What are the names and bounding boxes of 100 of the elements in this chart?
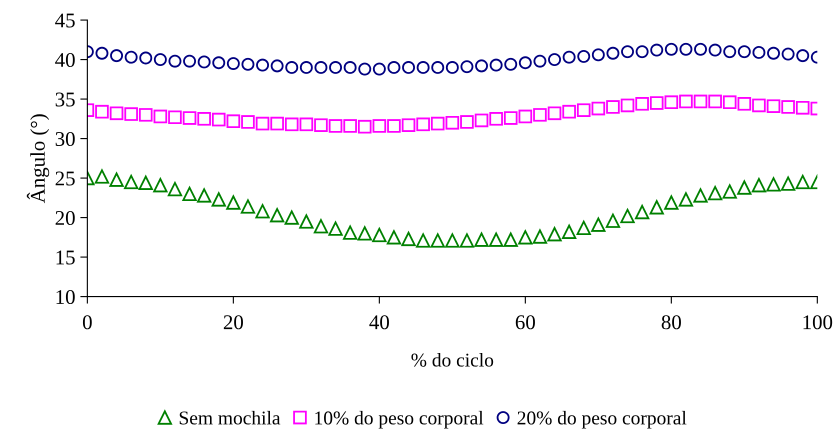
point: [606, 100, 620, 114]
point: [796, 100, 810, 115]
point: [475, 59, 488, 72]
point: [241, 115, 255, 129]
point: [182, 111, 196, 125]
point: [722, 95, 737, 110]
point: [430, 233, 445, 248]
point: [342, 225, 358, 240]
point: [693, 188, 708, 203]
point: [300, 61, 313, 74]
point: [620, 98, 634, 112]
point: [577, 50, 590, 63]
point: [402, 118, 416, 132]
point: [548, 106, 562, 120]
point: [416, 61, 430, 74]
point: [679, 94, 693, 108]
point: [650, 200, 664, 214]
point: [270, 59, 284, 72]
y-tick-label: 45: [55, 14, 75, 28]
point: [256, 58, 270, 72]
point: [226, 195, 241, 210]
point: [533, 108, 547, 122]
point: [678, 192, 694, 207]
x-tick-label: 20: [224, 315, 243, 330]
point: [358, 120, 372, 134]
point: [694, 42, 707, 56]
point: [738, 97, 752, 111]
point: [240, 199, 256, 214]
point: [708, 94, 722, 108]
point: [621, 45, 634, 58]
point: [723, 45, 736, 58]
point: [722, 184, 737, 199]
point: [153, 178, 168, 192]
legend-label: Sem mochila: [180, 410, 280, 425]
point: [606, 214, 620, 228]
point: [256, 116, 270, 130]
point: [328, 119, 342, 133]
point: [606, 46, 620, 60]
point: [766, 177, 781, 192]
y-tick-label: 15: [56, 250, 75, 265]
point: [314, 219, 328, 234]
point: [226, 114, 240, 128]
point: [285, 61, 298, 74]
point: [139, 52, 152, 64]
legend-label: 10% do peso corporal: [315, 410, 484, 428]
point: [344, 61, 357, 74]
point: [255, 204, 270, 218]
point: [591, 218, 606, 232]
point: [124, 107, 138, 121]
point: [460, 233, 474, 248]
point: [533, 54, 546, 68]
point: [372, 119, 386, 133]
point: [284, 118, 299, 132]
point: [766, 99, 780, 113]
point: [547, 227, 562, 242]
point: [490, 58, 503, 72]
point: [401, 232, 416, 246]
point: [518, 56, 532, 70]
point: [386, 230, 402, 244]
point: [314, 61, 328, 74]
point: [504, 58, 518, 71]
point: [358, 226, 372, 241]
point: [782, 48, 795, 61]
point: [708, 186, 722, 200]
point: [168, 182, 182, 196]
point: [781, 100, 795, 114]
point: [124, 174, 138, 190]
point: [562, 104, 576, 119]
point: [446, 61, 459, 74]
x-tick-label: 100: [804, 315, 832, 330]
point: [168, 54, 182, 68]
point: [138, 108, 153, 122]
point: [416, 233, 430, 248]
point: [343, 119, 357, 133]
point: [95, 104, 109, 119]
point: [664, 95, 678, 110]
point: [154, 110, 168, 124]
point: [212, 56, 226, 70]
point: [284, 210, 299, 225]
x-tick-label: 40: [369, 315, 389, 330]
point: [636, 45, 649, 58]
point: [738, 45, 751, 58]
point: [212, 192, 226, 207]
point: [650, 44, 664, 57]
point: [796, 49, 810, 62]
point: [694, 94, 708, 108]
point: [402, 61, 416, 74]
point: [198, 55, 211, 68]
y-tick-label: 40: [55, 52, 75, 68]
point: [708, 44, 722, 57]
point: [592, 48, 605, 62]
point: [299, 214, 314, 229]
point: [445, 233, 460, 248]
point: [562, 50, 576, 64]
point: [94, 169, 110, 184]
point: [460, 115, 474, 129]
point: [489, 112, 503, 126]
point: [300, 118, 314, 132]
point: [650, 96, 664, 110]
point: [328, 221, 343, 236]
